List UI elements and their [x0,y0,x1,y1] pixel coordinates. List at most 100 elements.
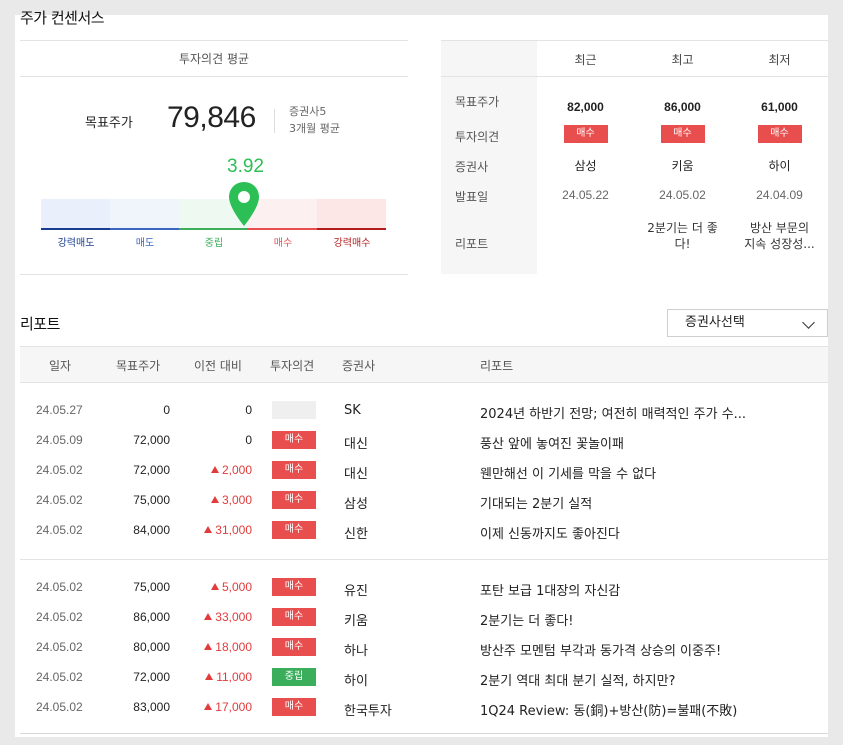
table-row[interactable]: 24.05.02 72,000 11,000 중립 하이 2분기 역대 최대 분기 실적,… [20,663,828,693]
row-date: 24.05.02 [36,523,83,537]
row-report-link[interactable]: 웬만해선 이 기세를 막을 수 없다 [480,467,657,482]
row-date: 24.05.02 [36,493,83,507]
row-broker: 한국투자 [344,704,392,719]
row-date: 24.05.27 [36,403,83,417]
th-opinion: 투자의견 [270,359,315,373]
table-row[interactable]: 24.05.02 75,000 3,000 매수 삼성 기대되는 2분기 실적 [20,486,828,516]
low-price: 61,000 [761,100,798,114]
high-date: 24.05.02 [659,188,706,202]
table-row[interactable]: 24.05.09 72,000 0 매수 대신 풍산 앞에 놓여진 꽃놀이패 [20,426,828,456]
summary-label-column [441,77,537,274]
row-change: 18,000 [204,640,252,654]
table-row[interactable]: 24.05.02 84,000 31,000 매수 신한 이제 신동까지도 좋아진다 [20,516,828,546]
row-report-link[interactable]: 풍산 앞에 놓여진 꽃놀이패 [480,437,624,452]
low-opinion-badge: 매수 [757,125,802,143]
recent-broker: 삼성 [574,159,597,173]
high-opinion-badge: 매수 [660,125,705,143]
broker-select-label: 증권사선택 [685,315,745,330]
row-broker: 대신 [344,437,368,452]
up-arrow-icon [204,703,213,710]
row-report-link[interactable]: 2분기 역대 최대 분기 실적, 하지만? [480,674,676,689]
row-change: 5,000 [210,580,252,594]
row-target-price: 72,000 [133,463,170,477]
gauge-line-strong-buy [317,228,386,230]
row-date: 24.05.02 [36,670,83,684]
reports-table-header: 일자 목표주가 이전 대비 투자의견 증권사 리포트 [20,346,828,383]
gauge-band-strong-sell [41,199,110,230]
row-date: 24.05.02 [36,700,83,714]
row-report-link[interactable]: 2024년 하반기 전망; 여전히 매력적인 주가 수... [480,407,747,422]
chevron-down-icon [802,316,815,329]
row-change: 31,000 [204,523,252,537]
summary-header: 최근 최고 최저 [441,40,828,77]
target-price-label: 목표주가 [85,116,133,131]
row-broker: SK [344,403,361,418]
scale-label-hold: 중립 [204,238,224,249]
row-opinion-badge: 중립 [272,668,316,686]
divider [274,109,275,133]
gauge-band-buy [247,199,317,230]
row-report-link[interactable]: 2분기는 더 좋다! [480,614,574,629]
group-divider [20,559,828,560]
table-row[interactable]: 24.05.02 83,000 17,000 매수 한국투자 1Q24 Review: 동… [20,693,828,723]
broker-select-dropdown[interactable]: 증권사선택 [667,309,828,337]
col-high: 최고 [671,53,694,67]
row-label-target: 목표주가 [455,95,500,109]
row-report-link[interactable]: 1Q24 Review: 동(銅)+방산(防)=불패(不敗) [480,704,738,719]
row-target-price: 75,000 [133,580,170,594]
row-target-price: 84,000 [133,523,170,537]
row-label-opinion: 투자의견 [455,130,500,144]
low-broker: 하이 [768,159,791,173]
row-date: 24.05.09 [36,433,83,447]
row-target-price: 72,000 [133,670,170,684]
row-opinion-badge: 매수 [272,638,316,656]
row-opinion-badge: 매수 [272,461,316,479]
row-report-link[interactable]: 이제 신동까지도 좋아진다 [480,527,620,542]
table-row[interactable]: 24.05.02 72,000 2,000 매수 대신 웬만해선 이 기세를 막을 수 없… [20,456,828,486]
row-opinion-badge: 매수 [272,521,316,539]
row-change: 11,000 [205,670,252,684]
scale-label-sell: 매도 [135,238,155,249]
opinion-score: 3.92 [227,156,264,177]
row-change: 17,000 [204,700,252,714]
th-broker: 증권사 [342,359,376,373]
section-title-reports: 리포트 [20,315,60,333]
divider [20,274,408,275]
row-report-link[interactable]: 기대되는 2분기 실적 [480,497,593,512]
row-label-report: 리포트 [455,237,489,251]
gauge-line-strong-sell [41,228,110,230]
table-row[interactable]: 24.05.02 80,000 18,000 매수 하나 방산주 모멘텀 부각과 동가격 … [20,633,828,663]
up-arrow-icon [210,466,219,473]
row-opinion-badge: 매수 [272,578,316,596]
row-target-price: 72,000 [133,433,170,447]
gauge-line-sell [110,228,179,230]
low-report-link[interactable]: 방산 부문의 지속 성장성... [744,221,815,251]
row-report-link[interactable]: 방산주 모멘텀 부각과 동가격 상승의 이중주! [480,644,722,659]
row-date: 24.05.02 [36,610,83,624]
scale-label-strong-sell: 강력매도 [57,238,95,249]
row-opinion-badge: 매수 [272,491,316,509]
table-row[interactable]: 24.05.02 86,000 33,000 매수 키움 2분기는 더 좋다! [20,603,828,633]
up-arrow-icon [204,526,213,533]
row-date: 24.05.02 [36,640,83,654]
row-change: 0 [245,433,252,447]
up-arrow-icon [204,613,213,620]
col-recent: 최근 [574,53,597,67]
recent-price: 82,000 [567,100,604,114]
row-report-link[interactable]: 포탄 보급 1대장의 자신감 [480,584,621,599]
row-date: 24.05.02 [36,463,83,477]
row-opinion-badge [272,401,316,419]
table-row[interactable]: 24.05.02 75,000 5,000 매수 유진 포탄 보급 1대장의 자신감 [20,573,828,603]
gauge-band-sell [110,199,179,230]
row-opinion-badge: 매수 [272,608,316,626]
gauge-line-hold [179,228,247,230]
map-pin-icon [229,182,259,226]
recent-opinion-badge: 매수 [563,125,608,143]
row-target-price: 86,000 [133,610,170,624]
row-target-price: 75,000 [133,493,170,507]
high-report-link[interactable]: 2분기는 더 좋 다! [647,221,718,251]
row-opinion-badge: 매수 [272,431,316,449]
row-opinion-badge: 매수 [272,698,316,716]
up-arrow-icon [204,643,213,650]
table-row[interactable]: 24.05.27 0 0 SK 2024년 하반기 전망; 여전히 매력적인 주가 수.… [20,396,828,426]
